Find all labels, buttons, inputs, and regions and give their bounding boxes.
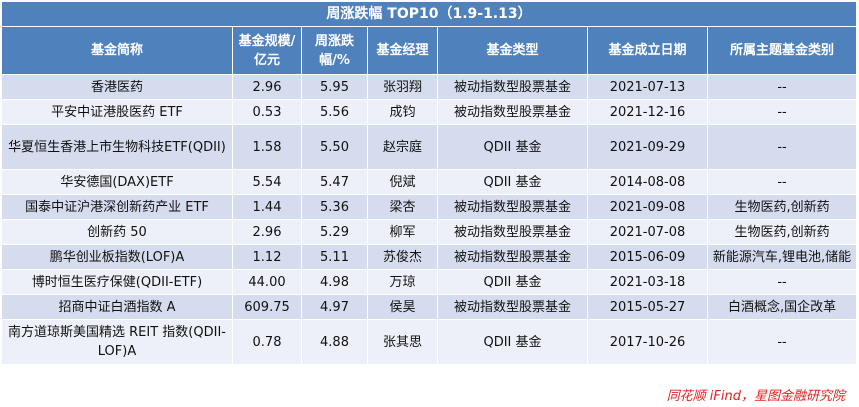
table-row: 香港医药 2.96 5.95 张羽翔 被动指数型股票基金 2021-07-13 -- [1, 74, 858, 100]
cell-theme: 生物医药,创新药 [706, 219, 858, 245]
cell-date: 2015-06-09 [587, 244, 708, 270]
cell-name: 博时恒生医疗保健(QDII-ETF) [1, 269, 233, 295]
cell-type: QDII 基金 [437, 319, 588, 365]
table-title: 周涨跌幅 TOP10（1.9-1.13） [0, 1, 858, 27]
cell-manager: 梁杏 [367, 194, 438, 220]
cell-name: 南方道琼斯美国精选 REIT 指数(QDII-LOF)A [1, 319, 233, 365]
cell-type: 被动指数型股票基金 [437, 294, 588, 320]
cell-change: 5.56 [301, 99, 368, 125]
cell-type: QDII 基金 [437, 269, 588, 295]
cell-scale: 1.44 [232, 194, 302, 220]
cell-manager: 成钧 [367, 99, 438, 125]
cell-change: 5.29 [301, 219, 368, 245]
cell-manager: 倪斌 [367, 169, 438, 195]
col-header-scale: 基金规模/亿元 [232, 26, 302, 75]
cell-change: 5.50 [301, 124, 368, 170]
col-header-manager: 基金经理 [367, 26, 438, 75]
cell-scale: 0.78 [232, 319, 302, 365]
cell-theme: -- [706, 74, 858, 100]
cell-date: 2021-09-29 [587, 124, 708, 170]
cell-type: QDII 基金 [437, 169, 588, 195]
cell-scale: 1.12 [232, 244, 302, 270]
cell-theme: -- [706, 319, 858, 365]
cell-type: QDII 基金 [437, 124, 588, 170]
cell-name: 平安中证港股医药 ETF [1, 99, 233, 125]
cell-scale: 609.75 [232, 294, 302, 320]
table-body: 香港医药 2.96 5.95 张羽翔 被动指数型股票基金 2021-07-13 -- 平安中证… [1, 74, 858, 365]
cell-scale: 2.96 [232, 219, 302, 245]
cell-scale: 2.96 [232, 74, 302, 100]
cell-manager: 张其思 [367, 319, 438, 365]
cell-theme: 生物医药,创新药 [706, 194, 858, 220]
cell-manager: 万琼 [367, 269, 438, 295]
cell-date: 2015-05-27 [587, 294, 708, 320]
cell-name: 华夏恒生香港上市生物科技ETF(QDII) [1, 124, 233, 170]
cell-theme: -- [706, 269, 858, 295]
cell-theme: 新能源汽车,锂电池,储能 [706, 244, 858, 270]
cell-manager: 张羽翔 [367, 74, 438, 100]
cell-type: 被动指数型股票基金 [437, 194, 588, 220]
cell-date: 2021-07-13 [587, 74, 708, 100]
source-note: 同花顺 iFind，星图金融研究院 [666, 389, 845, 404]
cell-date: 2017-10-26 [587, 319, 708, 365]
cell-change: 4.98 [301, 269, 368, 295]
cell-change: 5.11 [301, 244, 368, 270]
cell-theme: -- [706, 99, 858, 125]
table-row: 南方道琼斯美国精选 REIT 指数(QDII-LOF)A 0.78 4.88 张其思 Q… [1, 319, 858, 365]
table-row: 鹏华创业板指数(LOF)A 1.12 5.11 苏俊杰 被动指数型股票基金 2015-06… [1, 244, 858, 270]
col-header-name: 基金简称 [1, 26, 233, 75]
cell-change: 5.95 [301, 74, 368, 100]
cell-scale: 1.58 [232, 124, 302, 170]
cell-date: 2021-09-08 [587, 194, 708, 220]
col-header-type: 基金类型 [437, 26, 588, 75]
cell-name: 香港医药 [1, 74, 233, 100]
cell-name: 创新药 50 [1, 219, 233, 245]
cell-name: 招商中证白酒指数 A [1, 294, 233, 320]
cell-change: 4.97 [301, 294, 368, 320]
cell-manager: 苏俊杰 [367, 244, 438, 270]
cell-type: 被动指数型股票基金 [437, 219, 588, 245]
cell-date: 2021-07-08 [587, 219, 708, 245]
cell-manager: 侯昊 [367, 294, 438, 320]
cell-name: 华安德国(DAX)ETF [1, 169, 233, 195]
cell-type: 被动指数型股票基金 [437, 74, 588, 100]
cell-manager: 柳军 [367, 219, 438, 245]
cell-name: 国泰中证沪港深创新药产业 ETF [1, 194, 233, 220]
header-row: 基金简称 基金规模/亿元 周涨跌幅/% 基金经理 基金类型 基金成立日期 所属主题基金类别 [1, 26, 858, 75]
cell-theme: 白酒概念,国企改革 [706, 294, 858, 320]
cell-change: 5.47 [301, 169, 368, 195]
cell-name: 鹏华创业板指数(LOF)A [1, 244, 233, 270]
cell-scale: 0.53 [232, 99, 302, 125]
cell-change: 5.36 [301, 194, 368, 220]
table-row: 华夏恒生香港上市生物科技ETF(QDII) 1.58 5.50 赵宗庭 QDII 基金 2… [1, 124, 858, 170]
cell-manager: 赵宗庭 [367, 124, 438, 170]
fund-table: 周涨跌幅 TOP10（1.9-1.13） 基金简称 基金规模/亿元 周涨跌幅/% 基金… [0, 1, 858, 365]
cell-date: 2021-03-18 [587, 269, 708, 295]
table-row: 创新药 50 2.96 5.29 柳军 被动指数型股票基金 2021-07-08 生物医药,… [1, 219, 858, 245]
cell-type: 被动指数型股票基金 [437, 244, 588, 270]
table-row: 国泰中证沪港深创新药产业 ETF 1.44 5.36 梁杏 被动指数型股票基金 2021-… [1, 194, 858, 220]
col-header-theme: 所属主题基金类别 [706, 26, 858, 75]
table-row: 华安德国(DAX)ETF 5.54 5.47 倪斌 QDII 基金 2014-08-08-… [1, 169, 858, 195]
table-row: 博时恒生医疗保健(QDII-ETF) 44.00 4.98 万琼 QDII 基金 2021… [1, 269, 858, 295]
col-header-change: 周涨跌幅/% [301, 26, 368, 75]
cell-type: 被动指数型股票基金 [437, 99, 588, 125]
cell-theme: -- [706, 169, 858, 195]
cell-scale: 44.00 [232, 269, 302, 295]
table-row: 平安中证港股医药 ETF 0.53 5.56 成钧 被动指数型股票基金 2021-12-1… [1, 99, 858, 125]
cell-date: 2014-08-08 [587, 169, 708, 195]
cell-date: 2021-12-16 [587, 99, 708, 125]
cell-theme: -- [706, 124, 858, 170]
cell-change: 4.88 [301, 319, 368, 365]
table-row: 招商中证白酒指数 A 609.75 4.97 侯昊 被动指数型股票基金 2015-05-2… [1, 294, 858, 320]
col-header-date: 基金成立日期 [587, 26, 708, 75]
cell-scale: 5.54 [232, 169, 302, 195]
